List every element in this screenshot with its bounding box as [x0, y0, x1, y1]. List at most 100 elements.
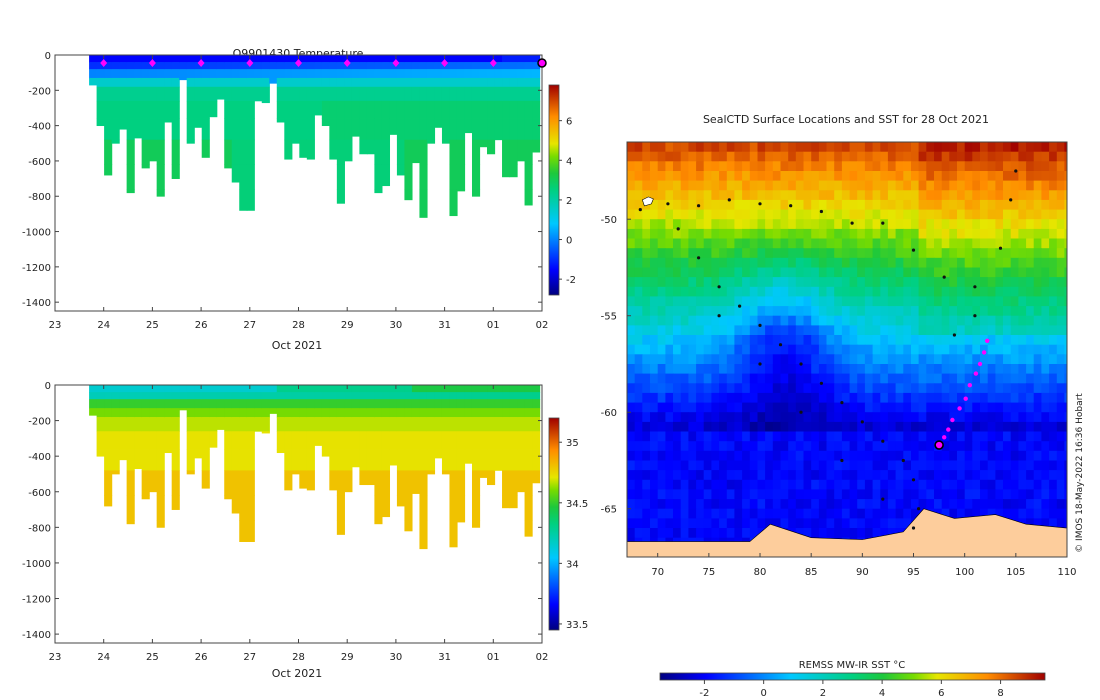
sst-cell [980, 306, 989, 317]
sst-cell [811, 431, 820, 442]
profile-column [186, 385, 195, 475]
sst-cell [857, 238, 866, 249]
sst-cell [957, 199, 966, 211]
sst-cell [849, 296, 858, 307]
profile-cell [404, 189, 413, 201]
track-point [952, 333, 957, 337]
sst-cell [972, 190, 981, 201]
sst-cell [742, 306, 751, 317]
sst-cell [765, 335, 774, 346]
sst-cell [903, 171, 912, 182]
sst-cell [772, 267, 781, 278]
sst-cell [1010, 335, 1019, 346]
profile-cell [456, 495, 466, 521]
sst-cell [627, 412, 636, 423]
sst-cell [627, 171, 636, 182]
map-y-tick-label: -65 [601, 505, 617, 516]
profile-cell [411, 62, 421, 70]
sst-cell [650, 528, 659, 539]
sst-cell [657, 171, 666, 182]
sst-cell [1018, 180, 1027, 191]
sst-cell [1010, 142, 1019, 153]
sst-cell [1056, 421, 1065, 433]
sst-cell [688, 528, 697, 539]
sst-cell [749, 364, 758, 375]
sst-cell [811, 518, 820, 529]
sst-cell [742, 257, 751, 268]
sst-cell [895, 306, 904, 317]
sst-cell [680, 450, 689, 461]
sst-cell [673, 499, 682, 510]
sst-cell [1033, 335, 1042, 346]
sst-cell [772, 450, 781, 461]
sst-cell [864, 402, 874, 413]
profile-cell [239, 470, 248, 496]
profile-column [351, 385, 360, 468]
sst-cell [650, 421, 659, 433]
y-tick-label: -1200 [22, 595, 51, 606]
sst-cell [742, 412, 751, 423]
profile-cell [246, 55, 255, 63]
sst-cell [665, 392, 674, 404]
sst-cell [903, 151, 912, 162]
sst-cell [941, 286, 950, 297]
sst-cell [864, 335, 874, 346]
sst-cell [849, 344, 858, 355]
sst-cell [826, 228, 835, 240]
sst-cell [857, 180, 866, 191]
sst-cell [926, 460, 935, 471]
profile-cell [374, 449, 383, 471]
profile-cell [276, 86, 285, 102]
sst-cell [972, 296, 981, 307]
sst-cell [734, 528, 743, 539]
profile-cell [449, 62, 458, 70]
sst-cell [964, 142, 973, 153]
sst-cell [918, 296, 927, 307]
profile-cell [306, 449, 315, 471]
profile-column [194, 385, 203, 459]
sst-cell [1010, 325, 1019, 336]
latest-surfacing-marker [537, 58, 547, 68]
sst-cell [980, 499, 989, 510]
colorbar-tick-label: 4 [566, 156, 572, 167]
profile-cell [366, 385, 375, 393]
sst-cell [980, 286, 989, 297]
sst-cell [864, 171, 874, 182]
sst-cell [980, 344, 989, 355]
sst-cell [734, 238, 743, 249]
sst-cell [711, 315, 720, 326]
sst-cell [657, 315, 666, 326]
temperature-plot-area [89, 55, 541, 218]
profile-cell [224, 86, 233, 102]
sst-cell [1056, 412, 1065, 423]
sst-cell [857, 277, 866, 288]
sst-cell [934, 470, 943, 481]
sst-cell [788, 238, 797, 249]
sst-cell [642, 335, 651, 346]
profile-column [141, 385, 150, 500]
profile-column [119, 55, 128, 130]
sst-cell [749, 354, 758, 365]
sst-cell [980, 248, 989, 259]
profile-cell [231, 495, 240, 514]
sst-cell [857, 296, 866, 307]
sst-cell [864, 315, 874, 326]
sst-cell [650, 257, 659, 268]
sst-cell [734, 219, 743, 230]
profile-cell [449, 100, 458, 119]
profile-cell [441, 385, 451, 393]
profile-cell [104, 495, 113, 507]
sst-cell [818, 257, 828, 268]
profile-cell [449, 431, 458, 450]
sst-cell [941, 248, 950, 259]
profile-column [201, 55, 210, 158]
sst-cell [1010, 364, 1019, 375]
profile-cell [381, 408, 391, 418]
sst-cell [749, 257, 758, 268]
sst-cell [657, 190, 666, 201]
sst-cell [757, 190, 766, 201]
sst-cell [872, 528, 881, 539]
profile-cell [231, 408, 240, 418]
track-point [799, 410, 803, 414]
sst-cell [780, 489, 789, 500]
